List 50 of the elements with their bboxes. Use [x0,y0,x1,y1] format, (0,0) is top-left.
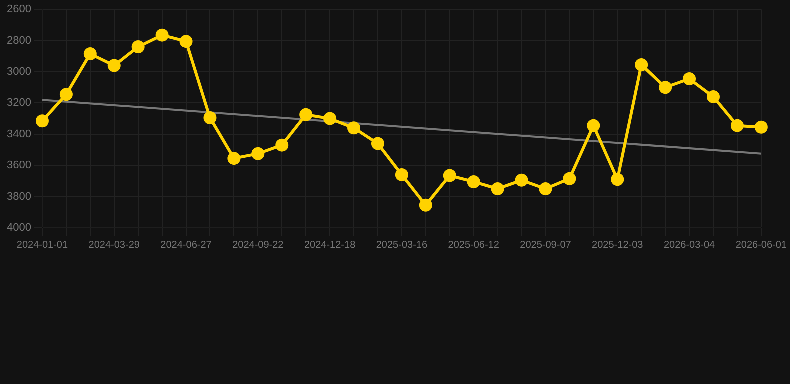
point [252,147,265,160]
x-tick-label: 2024-06-27 [160,240,212,251]
x-tick-label: 2024-03-29 [88,240,140,251]
point [683,72,696,86]
point [491,182,504,196]
point [611,173,624,186]
y-tick-label: 3600 [6,160,32,172]
point [300,108,313,122]
y-tick-label: 3400 [6,128,32,140]
x-tick-label: 2024-01-01 [16,240,68,251]
y-tick-label: 3800 [6,190,32,203]
y-tick-label: 2800 [6,34,32,47]
point [348,122,361,135]
point [180,35,193,48]
x-tick-label: 2024-09-22 [232,240,284,251]
point [371,137,384,150]
point [132,40,145,54]
x-tick-label: 2025-03-16 [376,240,428,251]
x-tick-label: 2025-12-03 [592,240,644,251]
x-tick-label: 2026-03-04 [664,240,716,251]
point [84,48,97,61]
x-tick-label: 2025-09-07 [520,240,572,251]
point [467,175,480,188]
point [515,174,528,187]
point [730,119,744,132]
point [108,59,121,72]
x-tick-label: 2025-06-12 [448,240,500,251]
point [204,112,217,125]
point [754,120,768,134]
point [36,114,49,128]
point [659,81,672,94]
point [395,168,408,182]
point [587,119,600,132]
x-tick-label: 2026-06-01 [736,240,788,251]
y-tick-label: 4000 [6,222,32,234]
point [228,152,241,166]
point [443,169,456,182]
point [276,138,289,152]
point [706,90,720,104]
point [156,28,169,42]
point [635,58,648,72]
point [419,198,432,212]
y-tick-label: 2600 [6,4,32,16]
y-tick-label: 3000 [6,66,32,78]
y-tick-label: 3200 [6,97,32,110]
x-tick-label: 2024-12-18 [304,240,356,251]
point [324,112,337,126]
point [60,88,73,102]
point [563,172,576,186]
point [539,182,552,196]
